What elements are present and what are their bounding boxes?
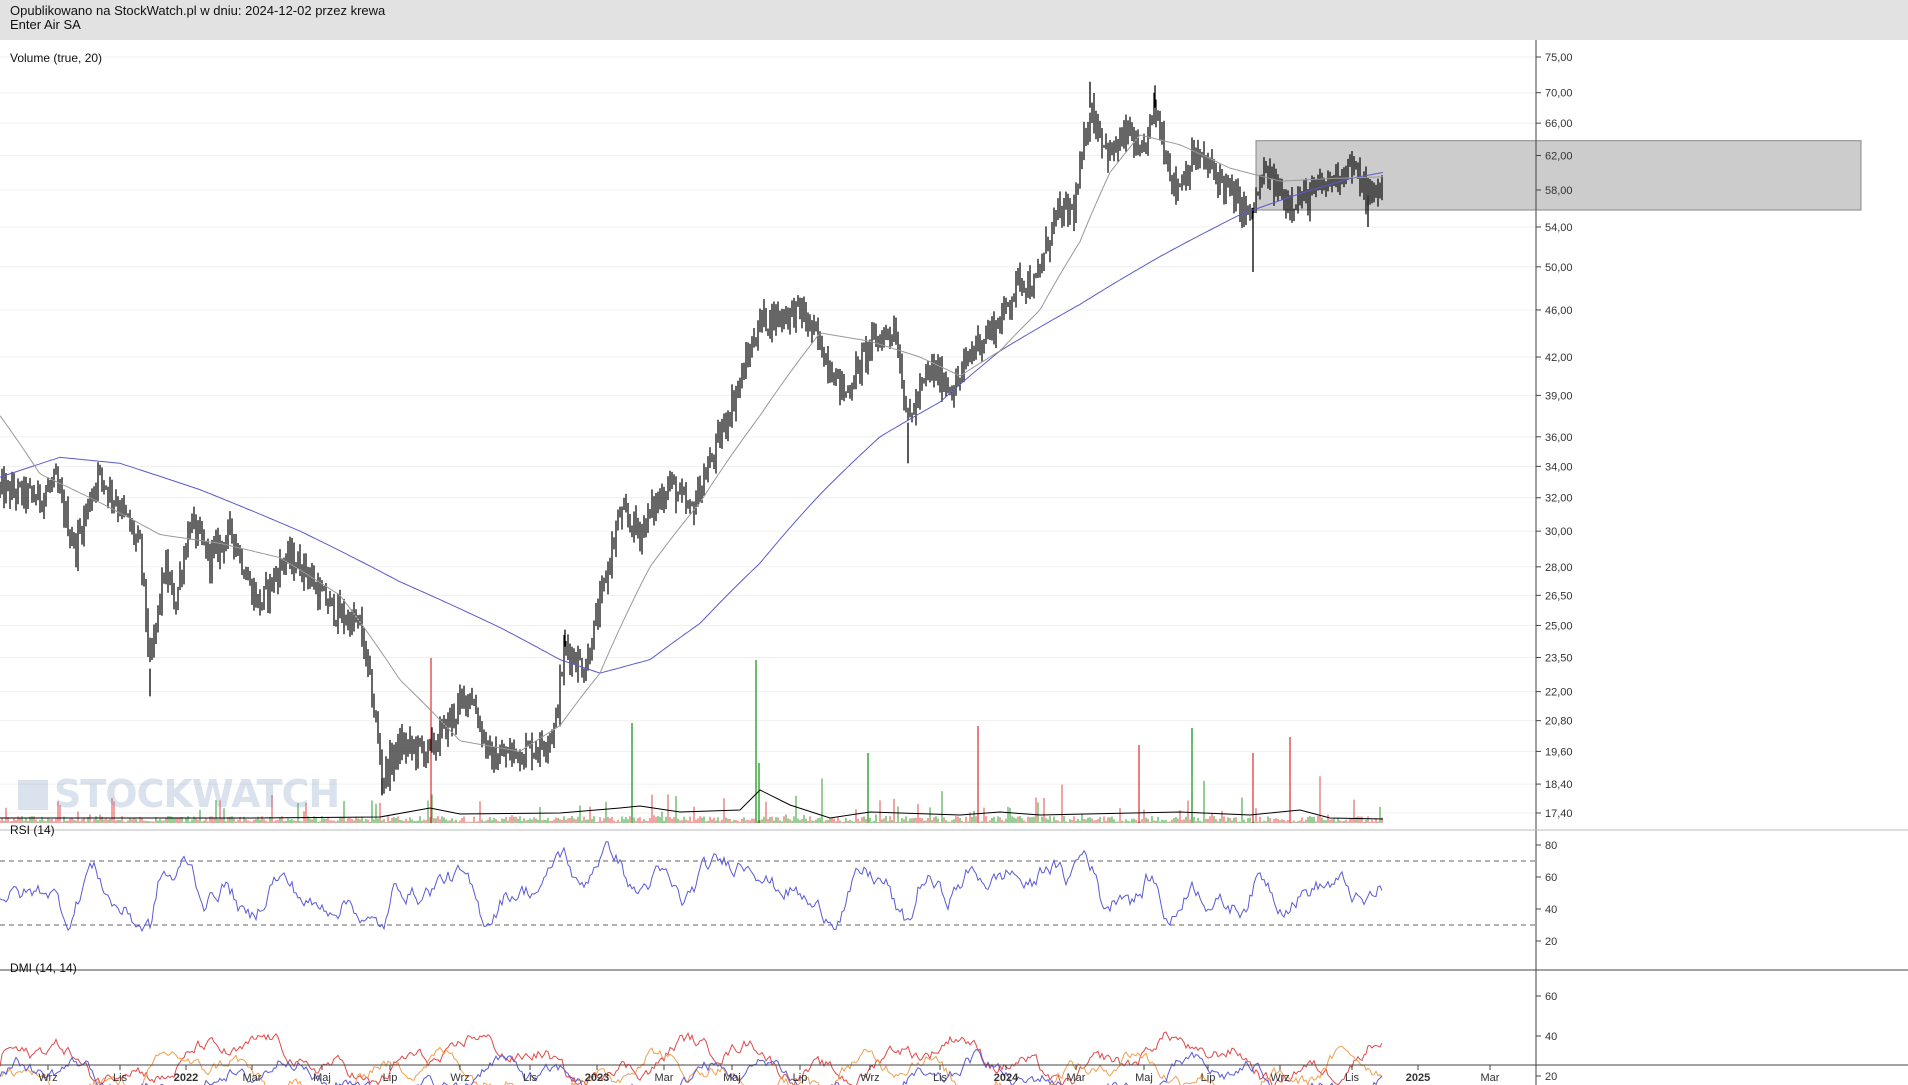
published-info: Opublikowano na StockWatch.pl w dniu: 20…: [10, 3, 386, 18]
time-tick-label: Mar: [1067, 1072, 1086, 1084]
price-tick-label: 25,00: [1545, 620, 1573, 632]
axes: [0, 40, 1908, 1085]
time-tick-label: Lis: [523, 1072, 538, 1084]
rsi-tick-label: 40: [1545, 904, 1557, 916]
time-tick-label: 2022: [174, 1072, 198, 1084]
price-tick-label: 20,80: [1545, 716, 1573, 728]
time-tick-label: 2024: [994, 1072, 1019, 1084]
price-tick-label: 62,00: [1545, 150, 1573, 162]
dmi-label: DMI (14, 14): [10, 961, 77, 975]
rsi-tick-label: 60: [1545, 872, 1557, 884]
time-tick-label: Lip: [793, 1072, 808, 1084]
time-tick-label: Mar: [243, 1072, 262, 1084]
time-tick-label: Lip: [1201, 1072, 1216, 1084]
price-tick-label: 19,60: [1545, 746, 1573, 758]
price-tick-label: 17,40: [1545, 808, 1573, 820]
price-tick-label: 42,00: [1545, 352, 1573, 364]
time-axis-ticks: Wrz Lis 2022 Mar Maj Lip Wrz Lis 2023 Mar Maj Lip Wr…: [38, 1065, 1500, 1084]
rsi-panel: 80 60 40 20: [0, 840, 1557, 948]
price-tick-label: 70,00: [1545, 88, 1573, 100]
stockwatch-logo: STOCKWATCH: [18, 772, 340, 816]
price-tick-label: 23,50: [1545, 652, 1573, 664]
time-tick-label: 2025: [1406, 1072, 1430, 1084]
price-tick-label: 66,00: [1545, 118, 1573, 130]
time-tick-label: Mar: [1481, 1072, 1500, 1084]
price-candles: [0, 81, 1383, 796]
time-tick-label: Maj: [723, 1072, 741, 1084]
moving-average-long: [0, 172, 1384, 674]
time-tick-label: Wrz: [38, 1072, 57, 1084]
time-tick-label: Lis: [113, 1072, 128, 1084]
price-axis-ticks: 75,00 70,00 66,00 62,00 58,00 54,00 50,00 46,00…: [1536, 52, 1573, 820]
price-tick-label: 50,00: [1545, 262, 1573, 274]
price-tick-label: 18,40: [1545, 779, 1573, 791]
time-tick-label: Maj: [1135, 1072, 1153, 1084]
price-tick-label: 30,00: [1545, 526, 1573, 538]
price-tick-label: 75,00: [1545, 52, 1573, 64]
price-tick-label: 58,00: [1545, 185, 1573, 197]
time-tick-label: Mar: [655, 1072, 674, 1084]
price-zone-rectangle: [1255, 140, 1862, 211]
time-tick-label: Lis: [933, 1072, 948, 1084]
dmi-tick-label: 20: [1545, 1071, 1557, 1083]
rsi-label: RSI (14): [10, 823, 55, 837]
dmi-tick-label: 40: [1545, 1031, 1557, 1043]
adx-line: [0, 1031, 1383, 1085]
price-tick-label: 34,00: [1545, 461, 1573, 473]
time-tick-label: Wrz: [860, 1072, 879, 1084]
rsi-tick-label: 20: [1545, 936, 1557, 948]
dmi-tick-label: 60: [1545, 991, 1557, 1003]
rsi-tick-label: 80: [1545, 840, 1557, 852]
rsi-line: [0, 841, 1383, 933]
moving-average-short: [0, 134, 1384, 752]
header-bar: Opublikowano na StockWatch.pl w dniu: 20…: [0, 0, 1908, 40]
price-tick-label: 32,00: [1545, 493, 1573, 505]
volume-label: Volume (true, 20): [10, 51, 103, 65]
price-tick-label: 36,00: [1545, 432, 1573, 444]
logo-text: STOCKWATCH: [54, 772, 340, 816]
price-tick-label: 54,00: [1545, 222, 1573, 234]
minus-di-line: [0, 1045, 1383, 1085]
price-tick-label: 22,00: [1545, 687, 1573, 699]
volume-average-line: [0, 789, 1384, 820]
plus-di-line: [0, 1049, 1383, 1085]
instrument-name: Enter Air SA: [10, 17, 81, 32]
price-tick-label: 39,00: [1545, 390, 1573, 402]
price-tick-label: 46,00: [1545, 305, 1573, 317]
time-tick-label: Maj: [313, 1072, 331, 1084]
time-tick-label: Lis: [1345, 1072, 1360, 1084]
price-tick-label: 28,00: [1545, 562, 1573, 574]
time-tick-label: 2023: [585, 1072, 609, 1084]
time-tick-label: Wrz: [1270, 1072, 1289, 1084]
time-tick-label: Wrz: [450, 1072, 469, 1084]
price-tick-label: 26,50: [1545, 590, 1573, 602]
time-tick-label: Lip: [383, 1072, 398, 1084]
dmi-panel: 60 40 20: [0, 991, 1557, 1085]
